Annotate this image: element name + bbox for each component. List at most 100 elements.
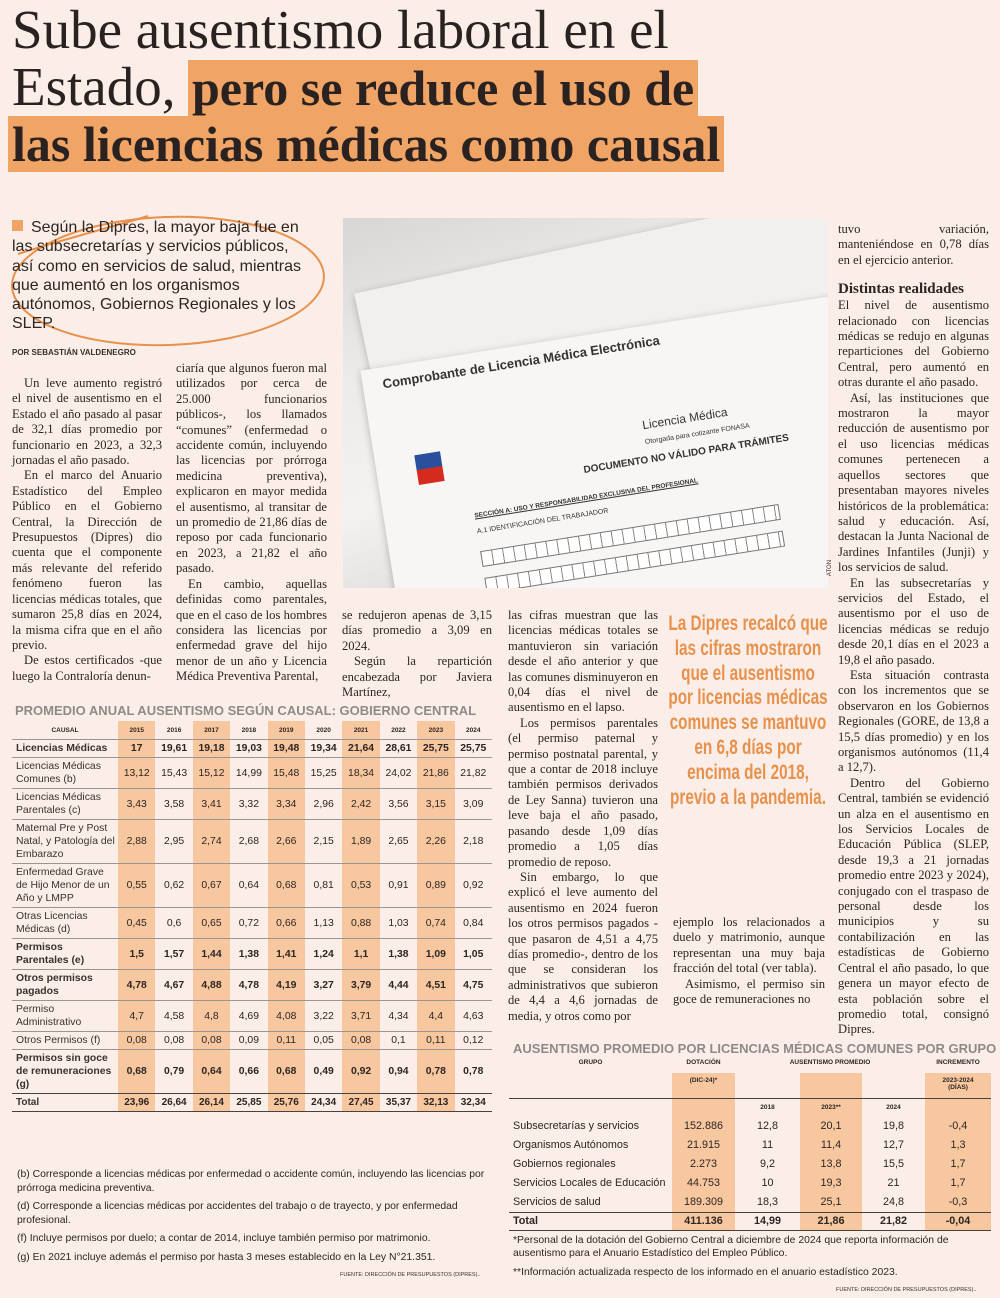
paragraph: En cambio, aquellas definidas como paren… — [176, 576, 327, 684]
table-cell: 0,68 — [267, 1049, 305, 1094]
photo-credit: ATON — [827, 559, 834, 577]
table-cell: 0,11 — [417, 1031, 455, 1050]
table-cell: 18,3 — [756, 1196, 778, 1209]
table-cell: 19,48 — [267, 739, 305, 758]
table-cell: 0,91 — [379, 863, 418, 908]
table-cell: 4,08 — [267, 1000, 305, 1032]
table-cell: 4,78 — [230, 969, 268, 1001]
table-cell: 25,75 — [417, 739, 455, 758]
table-cell: 3,41 — [192, 788, 231, 820]
headline: Sube ausentismo laboral en el Estado, pe… — [8, 2, 725, 172]
table1-year-header: 2021 — [342, 721, 380, 740]
table-cell: 0,67 — [192, 863, 231, 908]
footnote: (d) Corresponde a licencias médicas por … — [17, 1201, 458, 1226]
table-cell: 4,51 — [417, 969, 455, 1001]
table1-year-header: 2020 — [316, 726, 331, 734]
table-row: Total 23,96 26,64 26,14 25,85 25,76 24,34 27,45… — [12, 1093, 492, 1113]
table-cell: 1,57 — [155, 938, 193, 970]
t2-header-grupo: GRUPO — [578, 1058, 603, 1066]
table-cell: 0,62 — [155, 863, 193, 908]
table-cell: 3,09 — [454, 788, 492, 820]
table-row: Servicios Locales de Educación 44.753 10 19… — [509, 1173, 992, 1193]
table-row: Organismos Autónomos 21.915 11 11,4 12,7 1,3 — [509, 1135, 992, 1155]
row-label: Otras Licencias Médicas (d) — [12, 907, 119, 939]
paragraph: ciaría que algunos fueron mal utilizados… — [176, 361, 327, 576]
table-cell: 0,53 — [342, 863, 380, 908]
table-cell: 1,13 — [304, 907, 343, 939]
row-label: Enfermedad Grave de Hijo Menor de un Año… — [12, 863, 119, 908]
table-cell: 0,81 — [304, 863, 343, 908]
table-cell: 4,44 — [379, 969, 418, 1001]
paragraph: se redujeron apenas de 3,15 días promedi… — [342, 608, 492, 653]
table-cell: 4,7 — [118, 1000, 156, 1032]
table-row: Licencias Médicas Comunes (b) 13,12 15,43 1… — [12, 757, 492, 789]
table-cell: 12,8 — [756, 1120, 778, 1133]
t2-year-2023: 2023** — [800, 1098, 862, 1117]
table-cell: 3,32 — [230, 788, 268, 820]
table-cell: 14,99 — [230, 757, 268, 789]
table-cell: 3,22 — [304, 1000, 343, 1032]
table-cell: 1,7 — [925, 1173, 992, 1193]
row-label: Organismos Autónomos — [513, 1139, 629, 1152]
table-cell: -0,4 — [925, 1116, 992, 1136]
table-cell: 3,34 — [267, 788, 305, 820]
table-cell: 1,44 — [192, 938, 231, 970]
table1-footnotes: (b) Corresponde a licencias médicas por … — [17, 1168, 492, 1269]
row-label: Licencias Médicas — [12, 739, 119, 758]
table-cell: 21.915 — [672, 1135, 735, 1155]
table-cell: 2,88 — [118, 819, 156, 864]
table-cell: 44.753 — [672, 1173, 735, 1193]
paragraph: Así, las instituciones que mostraron la … — [838, 390, 989, 575]
table-cell: 32,34 — [454, 1093, 492, 1113]
table-cell: 0,78 — [417, 1049, 455, 1094]
table-row: Permisos Parentales (e) 1,5 1,57 1,44 1,38 1,… — [12, 938, 492, 970]
table1-source: FUENTE: DIRECCIÓN DE PRESUPUESTOS (DIPRE… — [340, 1272, 481, 1278]
table-cell: 12,7 — [883, 1139, 905, 1152]
table-cell: 0,11 — [267, 1031, 305, 1050]
paragraph: Asimismo, el permiso sin goce de remuner… — [673, 976, 825, 1007]
row-label: Permiso Administrativo — [12, 1000, 119, 1032]
lede-text: Según la Dipres, la mayor baja fue en la… — [12, 219, 302, 333]
table-cell: 27,45 — [342, 1093, 380, 1113]
paragraph: Esta situación contrasta con los increme… — [838, 667, 989, 775]
table1-year-header: 2017 — [192, 721, 231, 740]
table-cell: 0,72 — [230, 907, 268, 939]
t2-year-2018: 2018 — [735, 1098, 800, 1117]
footnote: **Información actualizada respecto de lo… — [513, 1266, 898, 1278]
table-cell: 0,12 — [454, 1031, 492, 1050]
table-row: Otras Licencias Médicas (d) 0,45 0,6 0,65 0,… — [12, 907, 492, 939]
table1-year-header: 2016 — [166, 726, 182, 734]
table-cell: 15,12 — [192, 757, 231, 789]
row-label: Subsecretarías y servicios — [513, 1120, 640, 1133]
row-label: Otros Permisos (f) — [12, 1031, 119, 1050]
table-cell: 18,34 — [342, 757, 380, 789]
table-cell: 15,43 — [155, 757, 193, 789]
paragraph: Un leve aumento registró el nivel de aus… — [12, 376, 162, 468]
t2-header-dotacion-sub: (DIC-24)* — [672, 1072, 735, 1099]
table-cell: 4,19 — [267, 969, 305, 1001]
table-cell: 0,08 — [192, 1031, 231, 1050]
table-cell: 23,96 — [118, 1093, 156, 1113]
table-cell: 2,96 — [304, 788, 343, 820]
photo-medical-license: Comprobante de Licencia Médica Electróni… — [343, 218, 828, 588]
table-cell: 19,03 — [230, 739, 268, 758]
t2-header-incremento: INCREMENTO — [936, 1058, 980, 1066]
table-row: Servicios de salud 189.309 18,3 25,1 24,8 -0,… — [509, 1192, 992, 1213]
table-cell: 17 — [118, 739, 156, 758]
paragraph: El nivel de ausentismo relacionado con l… — [838, 298, 989, 390]
t2-year-2024: 2024 — [862, 1098, 926, 1117]
pull-quote: La Dipres recalcó que las cifras mostrar… — [668, 612, 828, 809]
paragraph: En las subsecretarías y servicios del Es… — [838, 575, 989, 667]
t2-header-dotacion: DOTACIÓN — [686, 1058, 721, 1066]
byline: POR SEBASTIÁN VALDENEGRO — [12, 348, 136, 357]
paragraph: tuvo variación, manteniéndose en 0,78 dí… — [838, 222, 989, 267]
table-cell: 19,61 — [155, 739, 193, 758]
table-cell: 152.886 — [672, 1116, 735, 1136]
table-cell: 0,92 — [454, 863, 492, 908]
paragraph: Dentro del Gobierno Central, también se … — [838, 775, 989, 1037]
body-column-6: tuvo variación, manteniéndose en 0,78 dí… — [838, 222, 989, 1038]
table-cell: 411.136 — [672, 1211, 735, 1231]
table-cell: 4,78 — [118, 969, 156, 1001]
table-row: Otros permisos pagados 4,78 4,67 4,88 4,78 4,… — [12, 969, 492, 1001]
paragraph: Los permisos parentales (el permiso pate… — [508, 715, 658, 869]
